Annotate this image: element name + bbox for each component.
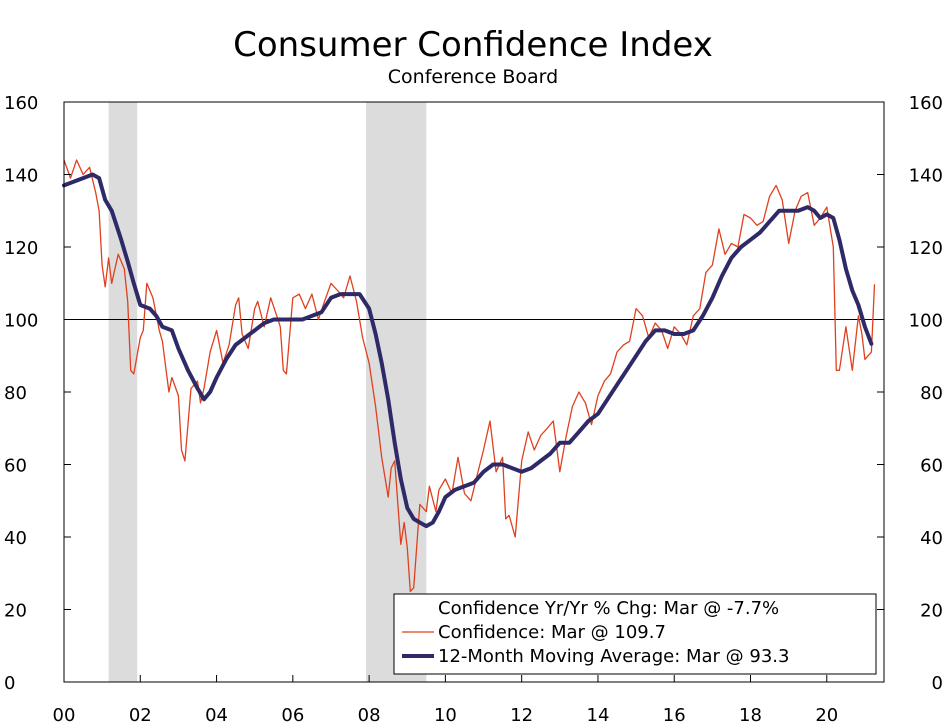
x-tick-label: 10 (434, 705, 457, 726)
legend-label-moving_average: 12-Month Moving Average: Mar @ 93.3 (438, 646, 789, 667)
y-tick-label-right: 160 (909, 93, 943, 114)
y-tick-label-left: 40 (4, 528, 27, 549)
x-tick-label: 16 (663, 705, 686, 726)
recession-band-1 (366, 102, 427, 682)
legend: Confidence Yr/Yr % Chg: Mar @ -7.7% Confi… (393, 593, 877, 675)
y-tick-label-left: 140 (4, 166, 38, 187)
confidence-line (63, 159, 876, 593)
x-tick-label: 14 (587, 705, 610, 726)
y-tick-label-left: 60 (4, 456, 27, 477)
x-tick-label: 00 (53, 705, 76, 726)
moving-average-line (62, 172, 874, 529)
chart-title: Consumer Confidence Index (233, 25, 713, 65)
y-tick-label-left: 0 (4, 673, 15, 694)
x-tick-label: 20 (815, 705, 838, 726)
y-tick-label-right: 60 (920, 456, 943, 477)
y-tick-label-right: 80 (920, 383, 943, 404)
y-tick-label-left: 100 (4, 311, 38, 332)
y-axis-right: 0 20 40 60 80 100 120 140 160 (877, 93, 943, 694)
legend-label-yoy: Confidence Yr/Yr % Chg: Mar @ -7.7% (438, 598, 779, 619)
y-tick-label-left: 120 (4, 238, 38, 259)
x-tick-label: 06 (281, 705, 304, 726)
recession-band-0 (108, 102, 138, 682)
y-tick-label-right: 20 (920, 601, 943, 622)
y-tick-label-right: 100 (909, 311, 943, 332)
x-tick-label: 12 (510, 705, 533, 726)
x-tick-label: 08 (358, 705, 381, 726)
y-axis-left: 0 20 40 60 80 100 120 140 160 (4, 93, 71, 694)
y-tick-label-right: 0 (932, 673, 943, 694)
y-tick-label-left: 160 (4, 93, 38, 114)
x-tick-label: 04 (205, 705, 228, 726)
y-tick-label-right: 40 (920, 528, 943, 549)
y-tick-label-right: 140 (909, 166, 943, 187)
recession-shading (108, 102, 427, 682)
x-tick-label: 18 (739, 705, 762, 726)
y-tick-label-right: 120 (909, 238, 943, 259)
x-axis: 00 02 04 06 08 10 12 14 16 18 20 (53, 675, 838, 726)
legend-box (393, 593, 877, 675)
series-group (62, 159, 876, 593)
y-tick-label-left: 80 (4, 383, 27, 404)
x-tick-label: 02 (129, 705, 152, 726)
legend-label-confidence: Confidence: Mar @ 109.7 (438, 622, 666, 643)
y-tick-label-left: 20 (4, 601, 27, 622)
chart-subtitle: Conference Board (388, 66, 558, 88)
